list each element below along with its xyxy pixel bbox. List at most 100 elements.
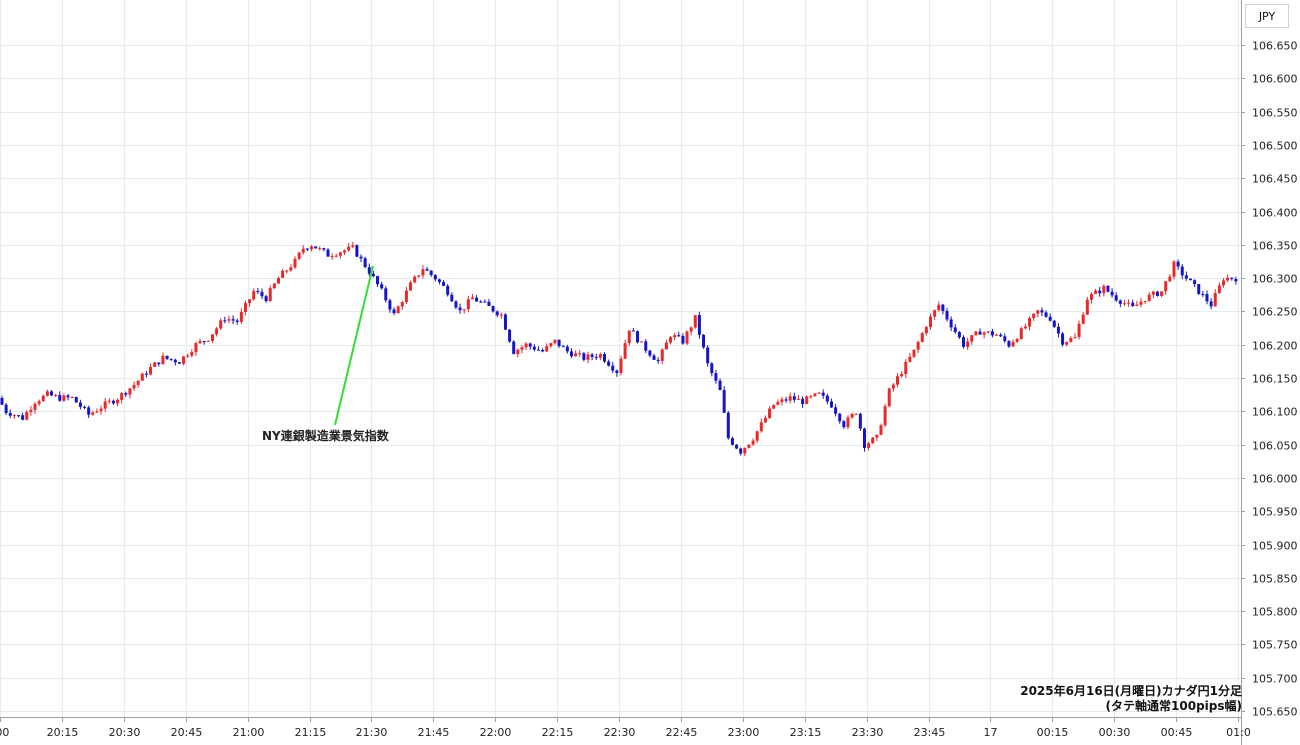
candle-body — [1023, 326, 1027, 329]
candle-body — [1131, 302, 1135, 307]
candle-body — [421, 269, 425, 276]
candle-body — [1015, 338, 1019, 342]
candle-body — [565, 346, 569, 352]
candle-body — [50, 391, 54, 396]
candle-body — [792, 396, 796, 400]
annotation-leader-line — [334, 265, 374, 426]
currency-label[interactable]: JPY — [1245, 4, 1289, 28]
candle-body — [1048, 316, 1052, 321]
candle-body — [990, 331, 994, 336]
candle-body — [458, 307, 462, 311]
candle-body — [66, 395, 70, 398]
candle-body — [1114, 295, 1118, 301]
x-tick-label: 22:45 — [666, 726, 698, 739]
candle-body — [70, 396, 74, 398]
y-tick-label: 105.850 — [1252, 573, 1298, 586]
candle-body — [466, 299, 470, 310]
x-tick-label: 00:30 — [1099, 726, 1131, 739]
y-tick-label: 106.600 — [1252, 73, 1298, 86]
candle-body — [124, 393, 128, 395]
candle-body — [1011, 341, 1015, 347]
candle-body — [755, 431, 759, 441]
candle-body — [1234, 279, 1238, 282]
candle-body — [582, 353, 586, 360]
candle-body — [516, 349, 520, 354]
candle-body — [945, 310, 949, 320]
candle-body — [425, 269, 429, 271]
candle-body — [190, 352, 194, 356]
candle-body — [227, 319, 231, 321]
x-tick-label: 23:30 — [852, 726, 884, 739]
candle-body — [697, 315, 701, 335]
candle-body — [202, 341, 206, 343]
candle-body — [627, 330, 631, 344]
chart-caption: 2025年6月16日(月曜日)カナダ円1分足 (タテ軸通常100pips幅) — [1020, 684, 1242, 714]
candle-body — [557, 339, 561, 347]
candle-body — [846, 417, 850, 428]
candle-body — [1118, 300, 1122, 304]
candle-body — [153, 362, 157, 367]
candle-body — [256, 291, 260, 293]
candle-body — [223, 320, 227, 322]
annotation-label: NY連銀製造業景気指数 — [262, 429, 389, 443]
candle-body — [293, 258, 297, 268]
x-tick-label: 20:15 — [47, 726, 79, 739]
candle-body — [730, 438, 734, 445]
candle-body — [363, 258, 367, 268]
candle-body — [1164, 281, 1168, 292]
candle-body — [1217, 285, 1221, 294]
candle-body — [1147, 294, 1151, 301]
y-tick-label: 106.000 — [1252, 473, 1298, 486]
x-tick-label: 23:00 — [728, 726, 760, 739]
candle-body — [252, 291, 256, 300]
candle-body — [1213, 293, 1217, 307]
candle-body — [937, 304, 941, 311]
candle-body — [301, 248, 305, 253]
candle-body — [970, 335, 974, 342]
candle-body — [867, 443, 871, 448]
candle-body — [784, 399, 788, 401]
candle-body — [1028, 318, 1032, 327]
y-axis-ticks: 106.650 106.600 106.550 106.500 106.450 106.4… — [1241, 40, 1298, 719]
candle-body — [144, 373, 148, 375]
candle-body — [330, 256, 334, 258]
candle-body — [272, 283, 276, 289]
candle-body — [640, 341, 644, 343]
candle-body — [900, 374, 904, 377]
candle-body — [95, 411, 99, 413]
candle-body — [693, 315, 697, 328]
candle-body — [182, 356, 186, 364]
candle-body — [763, 417, 767, 423]
candle-body — [821, 392, 825, 396]
candle-body — [243, 303, 247, 312]
candle-body — [891, 384, 895, 389]
candle-body — [726, 412, 730, 439]
candle-body — [376, 276, 380, 285]
candle-body — [111, 400, 115, 404]
candle-body — [400, 302, 404, 307]
candle-body — [33, 403, 37, 410]
y-tick-label: 106.100 — [1252, 406, 1298, 419]
candle-body — [718, 380, 722, 391]
candle-body — [541, 349, 545, 352]
candle-body — [454, 301, 458, 308]
candle-body — [673, 335, 677, 338]
candle-body — [409, 282, 413, 291]
x-tick-label: 21:15 — [295, 726, 327, 739]
candle-body — [805, 396, 809, 405]
x-tick-label: 00:15 — [1037, 726, 1069, 739]
candle-body — [248, 299, 252, 304]
candle-body — [871, 437, 875, 444]
candle-body — [326, 249, 330, 257]
candle-body — [825, 395, 829, 402]
candle-body — [788, 396, 792, 401]
candle-body — [21, 415, 25, 420]
candle-body — [12, 415, 16, 417]
x-tick-label: 20:30 — [109, 726, 141, 739]
candle-body — [636, 331, 640, 343]
candle-body — [553, 339, 557, 344]
candle-body — [685, 331, 689, 344]
candle-body — [1003, 336, 1007, 342]
candle-body — [751, 440, 755, 445]
candle-body — [924, 327, 928, 334]
